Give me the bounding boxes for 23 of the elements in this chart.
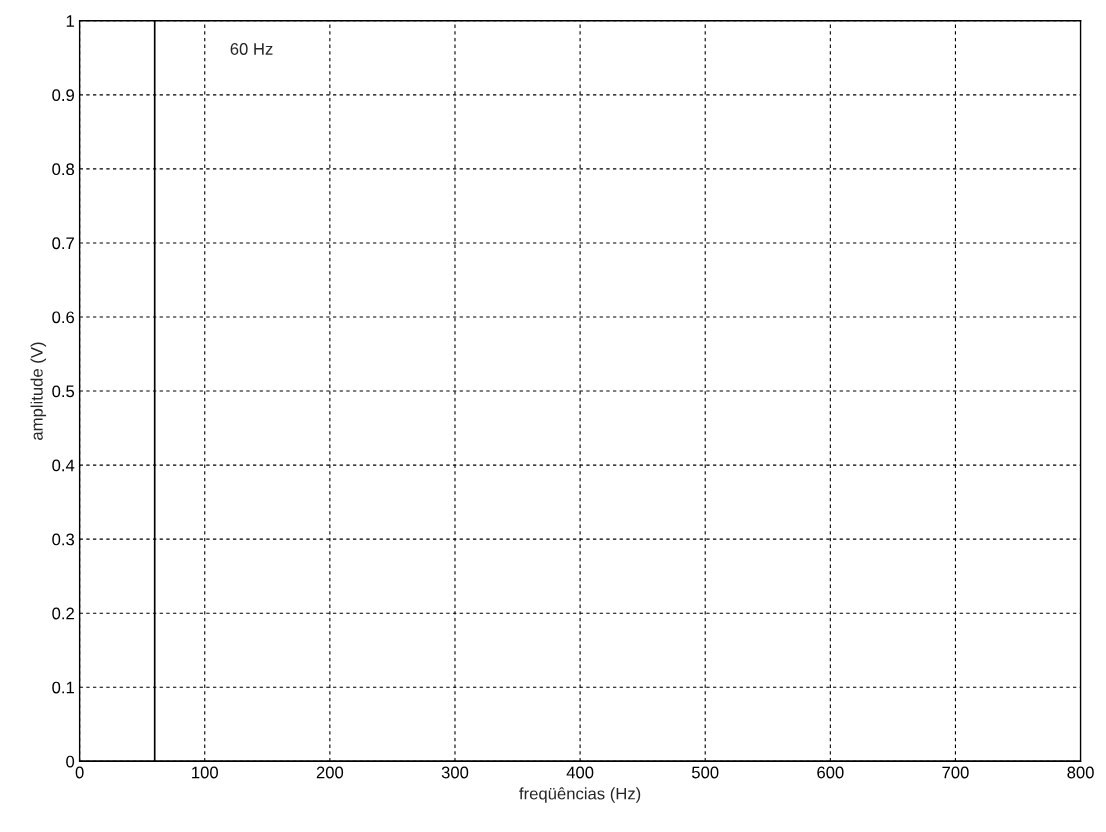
y-tick-label: 0.1 xyxy=(52,681,74,694)
y-tick-label: 0 xyxy=(66,755,75,768)
y-tick-label: 0.2 xyxy=(52,607,74,620)
x-tick-label: 200 xyxy=(316,766,344,779)
x-tick-label: 100 xyxy=(192,766,218,779)
x-tick-label: 300 xyxy=(441,766,469,779)
y-tick-label: 0.8 xyxy=(52,163,75,176)
x-axis-title: freqüências (Hz) xyxy=(519,787,641,803)
x-tick-label: 400 xyxy=(566,766,594,779)
y-tick-label: 0.7 xyxy=(52,237,74,250)
x-tick-label: 700 xyxy=(942,766,969,779)
y-tick-label: 0.6 xyxy=(52,311,75,324)
x-tick-label: 800 xyxy=(1067,766,1094,779)
y-tick-label: 0.5 xyxy=(52,385,75,398)
y-tick-label: 0.3 xyxy=(52,533,75,546)
y-tick-label: 1 xyxy=(66,15,74,27)
y-tick-label: 0.9 xyxy=(52,89,74,102)
x-tick-label: 600 xyxy=(817,766,844,779)
annotation: 60 Hz xyxy=(230,43,273,55)
x-tick-label: 500 xyxy=(691,766,719,779)
y-tick-label: 0.4 xyxy=(52,459,75,472)
y-axis-title: amplitude (V) xyxy=(30,342,47,440)
x-tick-label: 0 xyxy=(75,766,84,779)
